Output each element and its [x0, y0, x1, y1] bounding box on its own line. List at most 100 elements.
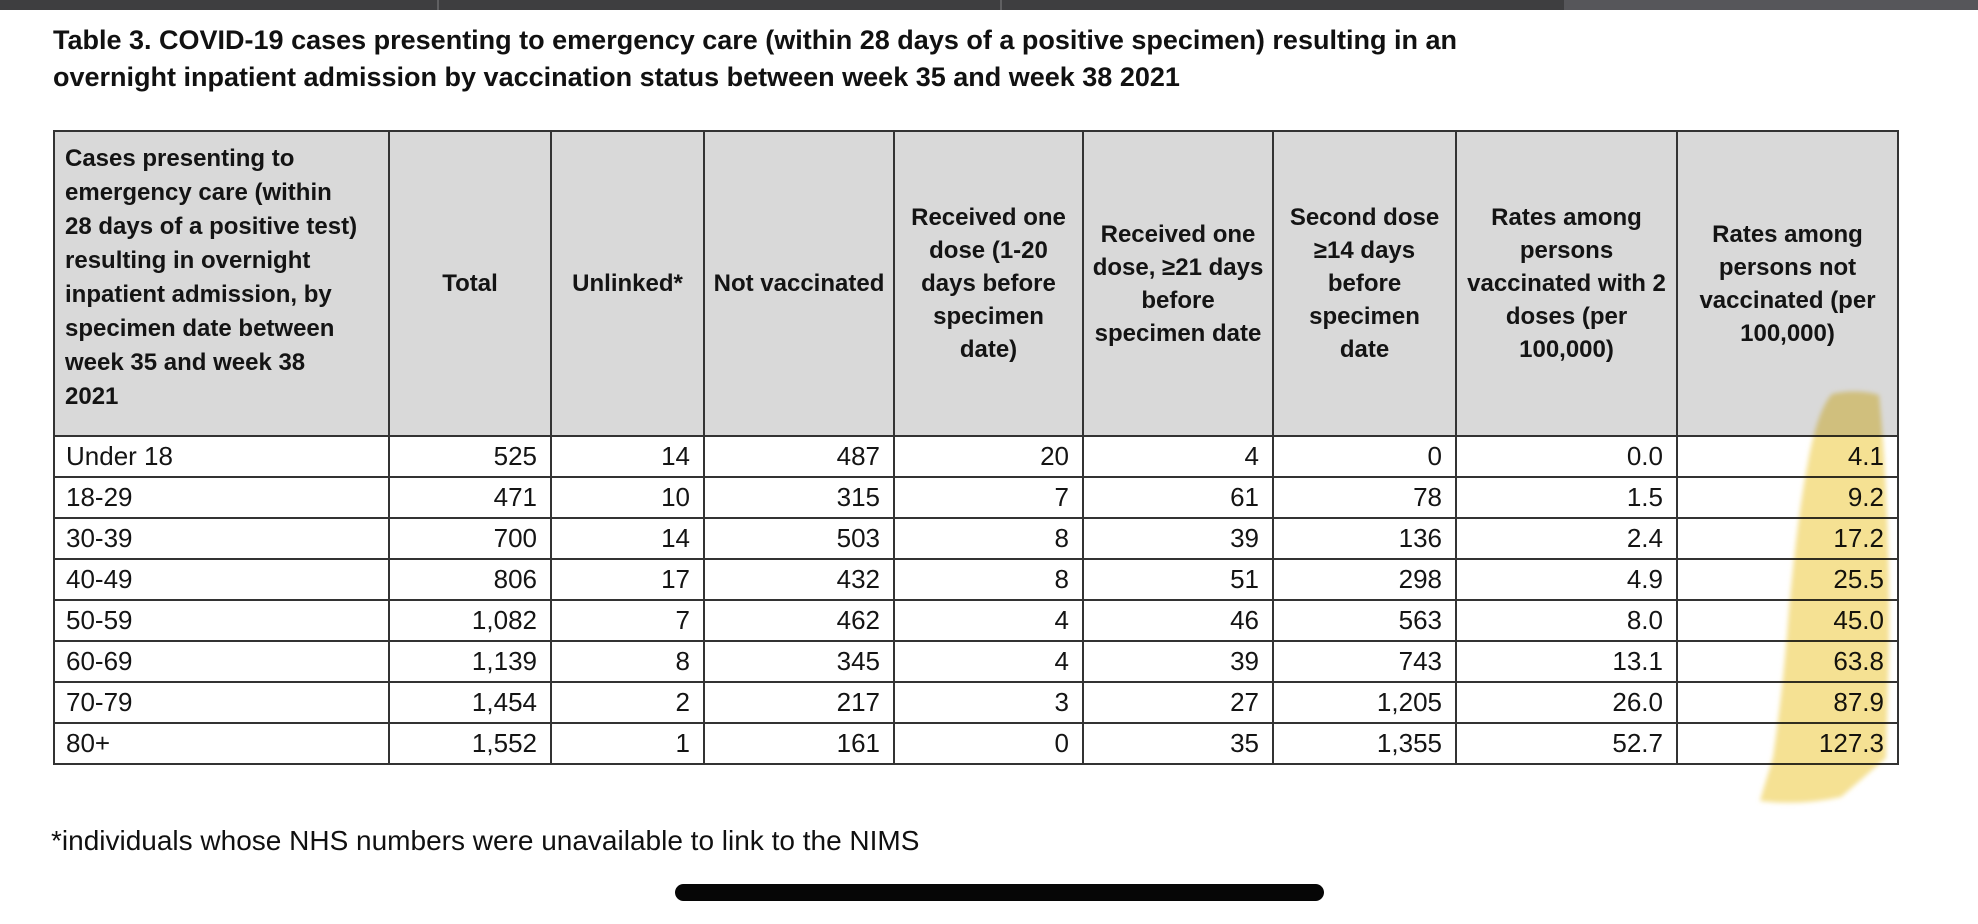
table-row: 40-49 806 17 432 8 51 298 4.9 25.5 [53, 558, 1899, 601]
row-label: 80+ [53, 722, 390, 765]
table-cell: 525 [388, 435, 552, 478]
row-label: Under 18 [53, 435, 390, 478]
table-cell: 26.0 [1455, 681, 1678, 724]
table-cell: 1,205 [1272, 681, 1457, 724]
table-cell: 4 [893, 640, 1084, 683]
table-row: Under 18 525 14 487 20 4 0 0.0 4.1 [53, 435, 1899, 478]
table-cell: 0 [1272, 435, 1457, 478]
table-cell: 471 [388, 476, 552, 519]
table-cell: 45.0 [1676, 599, 1899, 642]
row-label: 40-49 [53, 558, 390, 601]
table-title-line2: overnight inpatient admission by vaccina… [53, 62, 1180, 92]
table-cell: 46 [1082, 599, 1274, 642]
column-header-rates-vaccinated: Rates among persons vaccinated with 2 do… [1455, 130, 1678, 437]
table-cell: 8.0 [1455, 599, 1678, 642]
tab-separator [437, 0, 439, 10]
table-cell: 2 [550, 681, 705, 724]
table-cell: 1,552 [388, 722, 552, 765]
table-cell: 9.2 [1676, 476, 1899, 519]
table-cell: 61 [1082, 476, 1274, 519]
table-cell: 1.5 [1455, 476, 1678, 519]
table-row: 80+ 1,552 1 161 0 35 1,355 52.7 127.3 [53, 722, 1899, 765]
table-cell: 743 [1272, 640, 1457, 683]
table-cell: 0 [893, 722, 1084, 765]
table-row: 30-39 700 14 503 8 39 136 2.4 17.2 [53, 517, 1899, 560]
table-row: 70-79 1,454 2 217 3 27 1,205 26.0 87.9 [53, 681, 1899, 724]
table-row: 50-59 1,082 7 462 4 46 563 8.0 45.0 [53, 599, 1899, 642]
column-header-rates-not-vaccinated: Rates among persons not vaccinated (per … [1676, 130, 1899, 437]
row-label: 30-39 [53, 517, 390, 560]
header-row: Cases presenting to emergency care (with… [53, 130, 1899, 437]
table-cell: 1,454 [388, 681, 552, 724]
table-cell: 3 [893, 681, 1084, 724]
table-cell: 8 [550, 640, 705, 683]
table-cell: 8 [893, 558, 1084, 601]
table-cell: 0.0 [1455, 435, 1678, 478]
tab-separator [1000, 0, 1002, 10]
table-cell: 14 [550, 517, 705, 560]
row-label: 70-79 [53, 681, 390, 724]
table-cell: 1,082 [388, 599, 552, 642]
table-cell: 17 [550, 558, 705, 601]
table-cell: 39 [1082, 640, 1274, 683]
table-row: 60-69 1,139 8 345 4 39 743 13.1 63.8 [53, 640, 1899, 683]
table-cell: 10 [550, 476, 705, 519]
table-cell: 563 [1272, 599, 1457, 642]
table-cell: 1 [550, 722, 705, 765]
chrome-strip-light-segment [1564, 0, 1978, 10]
browser-chrome-strip [0, 0, 1978, 10]
table-cell: 39 [1082, 517, 1274, 560]
table-cell: 4 [1082, 435, 1274, 478]
table-cell: 217 [703, 681, 895, 724]
table-cell: 700 [388, 517, 552, 560]
table-title: Table 3. COVID-19 cases presenting to em… [53, 22, 1457, 96]
column-header-unlinked: Unlinked* [550, 130, 705, 437]
table-cell: 63.8 [1676, 640, 1899, 683]
table-cell: 462 [703, 599, 895, 642]
table-cell: 13.1 [1455, 640, 1678, 683]
table-cell: 161 [703, 722, 895, 765]
table-cell: 432 [703, 558, 895, 601]
row-label: 60-69 [53, 640, 390, 683]
table-cell: 17.2 [1676, 517, 1899, 560]
table-cell: 487 [703, 435, 895, 478]
table-cell: 136 [1272, 517, 1457, 560]
table-cell: 345 [703, 640, 895, 683]
footnote: *individuals whose NHS numbers were unav… [51, 825, 920, 856]
table-cell: 2.4 [1455, 517, 1678, 560]
row-label: 50-59 [53, 599, 390, 642]
table-cell: 315 [703, 476, 895, 519]
column-header-cases: Cases presenting to emergency care (with… [53, 130, 390, 437]
table-row: 18-29 471 10 315 7 61 78 1.5 9.2 [53, 476, 1899, 519]
column-header-one-dose-21plus: Received one dose, ≥21 days before speci… [1082, 130, 1274, 437]
table-cell: 20 [893, 435, 1084, 478]
column-header-second-dose: Second dose ≥14 days before specimen dat… [1272, 130, 1457, 437]
column-header-total: Total [388, 130, 552, 437]
table-cell: 4 [893, 599, 1084, 642]
table-cell: 8 [893, 517, 1084, 560]
table-cell: 25.5 [1676, 558, 1899, 601]
column-header-one-dose-1-20: Received one dose (1-20 days before spec… [893, 130, 1084, 437]
table-cell: 35 [1082, 722, 1274, 765]
table-cell: 1,139 [388, 640, 552, 683]
black-marker-bar [675, 884, 1324, 901]
table-cell: 1,355 [1272, 722, 1457, 765]
row-label: 18-29 [53, 476, 390, 519]
table-cell: 127.3 [1676, 722, 1899, 765]
table-cell: 14 [550, 435, 705, 478]
table-cell: 4.9 [1455, 558, 1678, 601]
table-cell: 27 [1082, 681, 1274, 724]
column-header-not-vaccinated: Not vaccinated [703, 130, 895, 437]
table-cell: 87.9 [1676, 681, 1899, 724]
table-cell: 503 [703, 517, 895, 560]
table-cell: 78 [1272, 476, 1457, 519]
table-title-line1: Table 3. COVID-19 cases presenting to em… [53, 25, 1457, 55]
table-cell: 7 [893, 476, 1084, 519]
table-cell: 4.1 [1676, 435, 1899, 478]
table-cell: 52.7 [1455, 722, 1678, 765]
table-cell: 806 [388, 558, 552, 601]
table-cell: 51 [1082, 558, 1274, 601]
table-cell: 298 [1272, 558, 1457, 601]
covid-admissions-table: Cases presenting to emergency care (with… [53, 130, 1899, 765]
table-cell: 7 [550, 599, 705, 642]
